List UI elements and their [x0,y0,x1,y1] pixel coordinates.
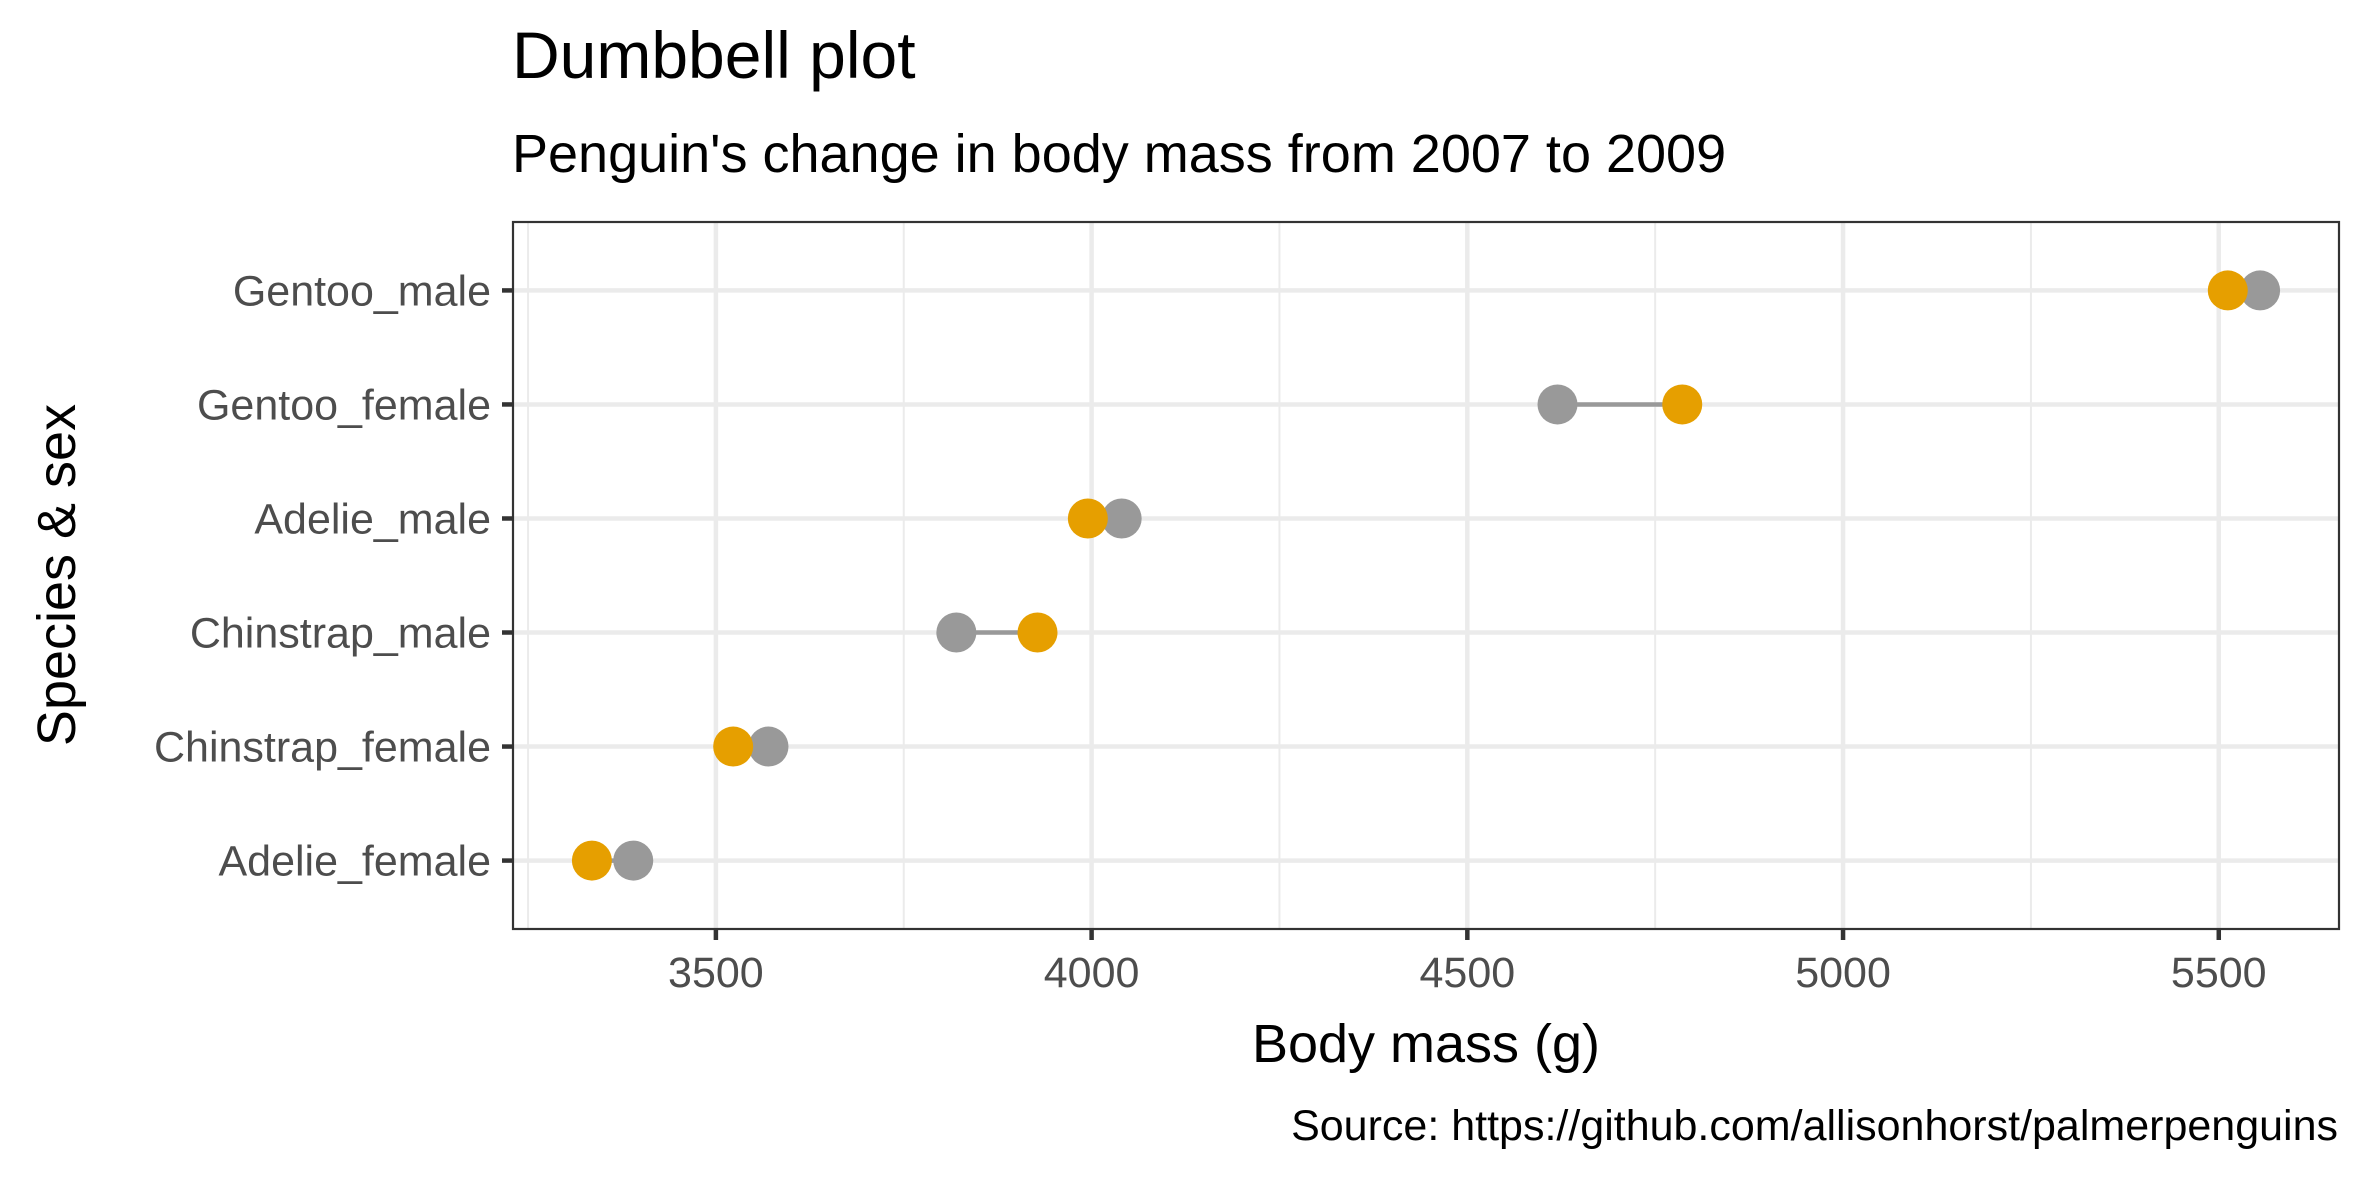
x-tick-label: 5000 [1795,949,1891,997]
plot-panel-border [511,220,2341,931]
x-tick-label: 4500 [1419,949,1515,997]
grid-layer [513,222,2339,929]
x-tick-label: 5500 [2171,949,2267,997]
chart-subtitle: Penguin's change in body mass from 2007 … [512,124,1726,184]
x-tick-label: 4000 [1044,949,1140,997]
y-tick-label: Chinstrap_male [190,610,491,658]
point-2009 [1067,498,1108,539]
y-tick-label: Gentoo_female [197,381,491,429]
point-2009 [1662,384,1703,425]
chart-caption: Source: https://github.com/allisonhorst/… [1291,1102,2338,1150]
point-2007 [936,612,977,653]
point-2007 [613,840,654,881]
point-2007 [2240,270,2281,311]
point-2007 [1101,498,1142,539]
y-tick-label: Chinstrap_female [154,724,491,772]
point-2009 [571,840,612,881]
x-tick-label: 3500 [668,949,764,997]
y-axis-title: Species & sex [27,404,87,746]
point-2007 [1537,384,1578,425]
point-2009 [1017,612,1058,653]
x-axis: 3500 4000 4500 5000 5500 [668,929,2267,997]
y-tick-label: Adelie_female [218,838,491,886]
y-axis: Adelie_female Chinstrap_female Chinstrap_m… [154,267,513,886]
y-tick-label: Gentoo_male [233,267,491,315]
point-2009 [2207,270,2248,311]
point-2009 [713,726,754,767]
point-2007 [748,726,789,767]
y-tick-label: Adelie_male [254,495,491,543]
x-axis-title: Body mass (g) [1252,1014,1600,1074]
chart-title: Dumbbell plot [512,18,916,92]
point-layer [571,270,2281,881]
plot-panel [513,222,2339,929]
